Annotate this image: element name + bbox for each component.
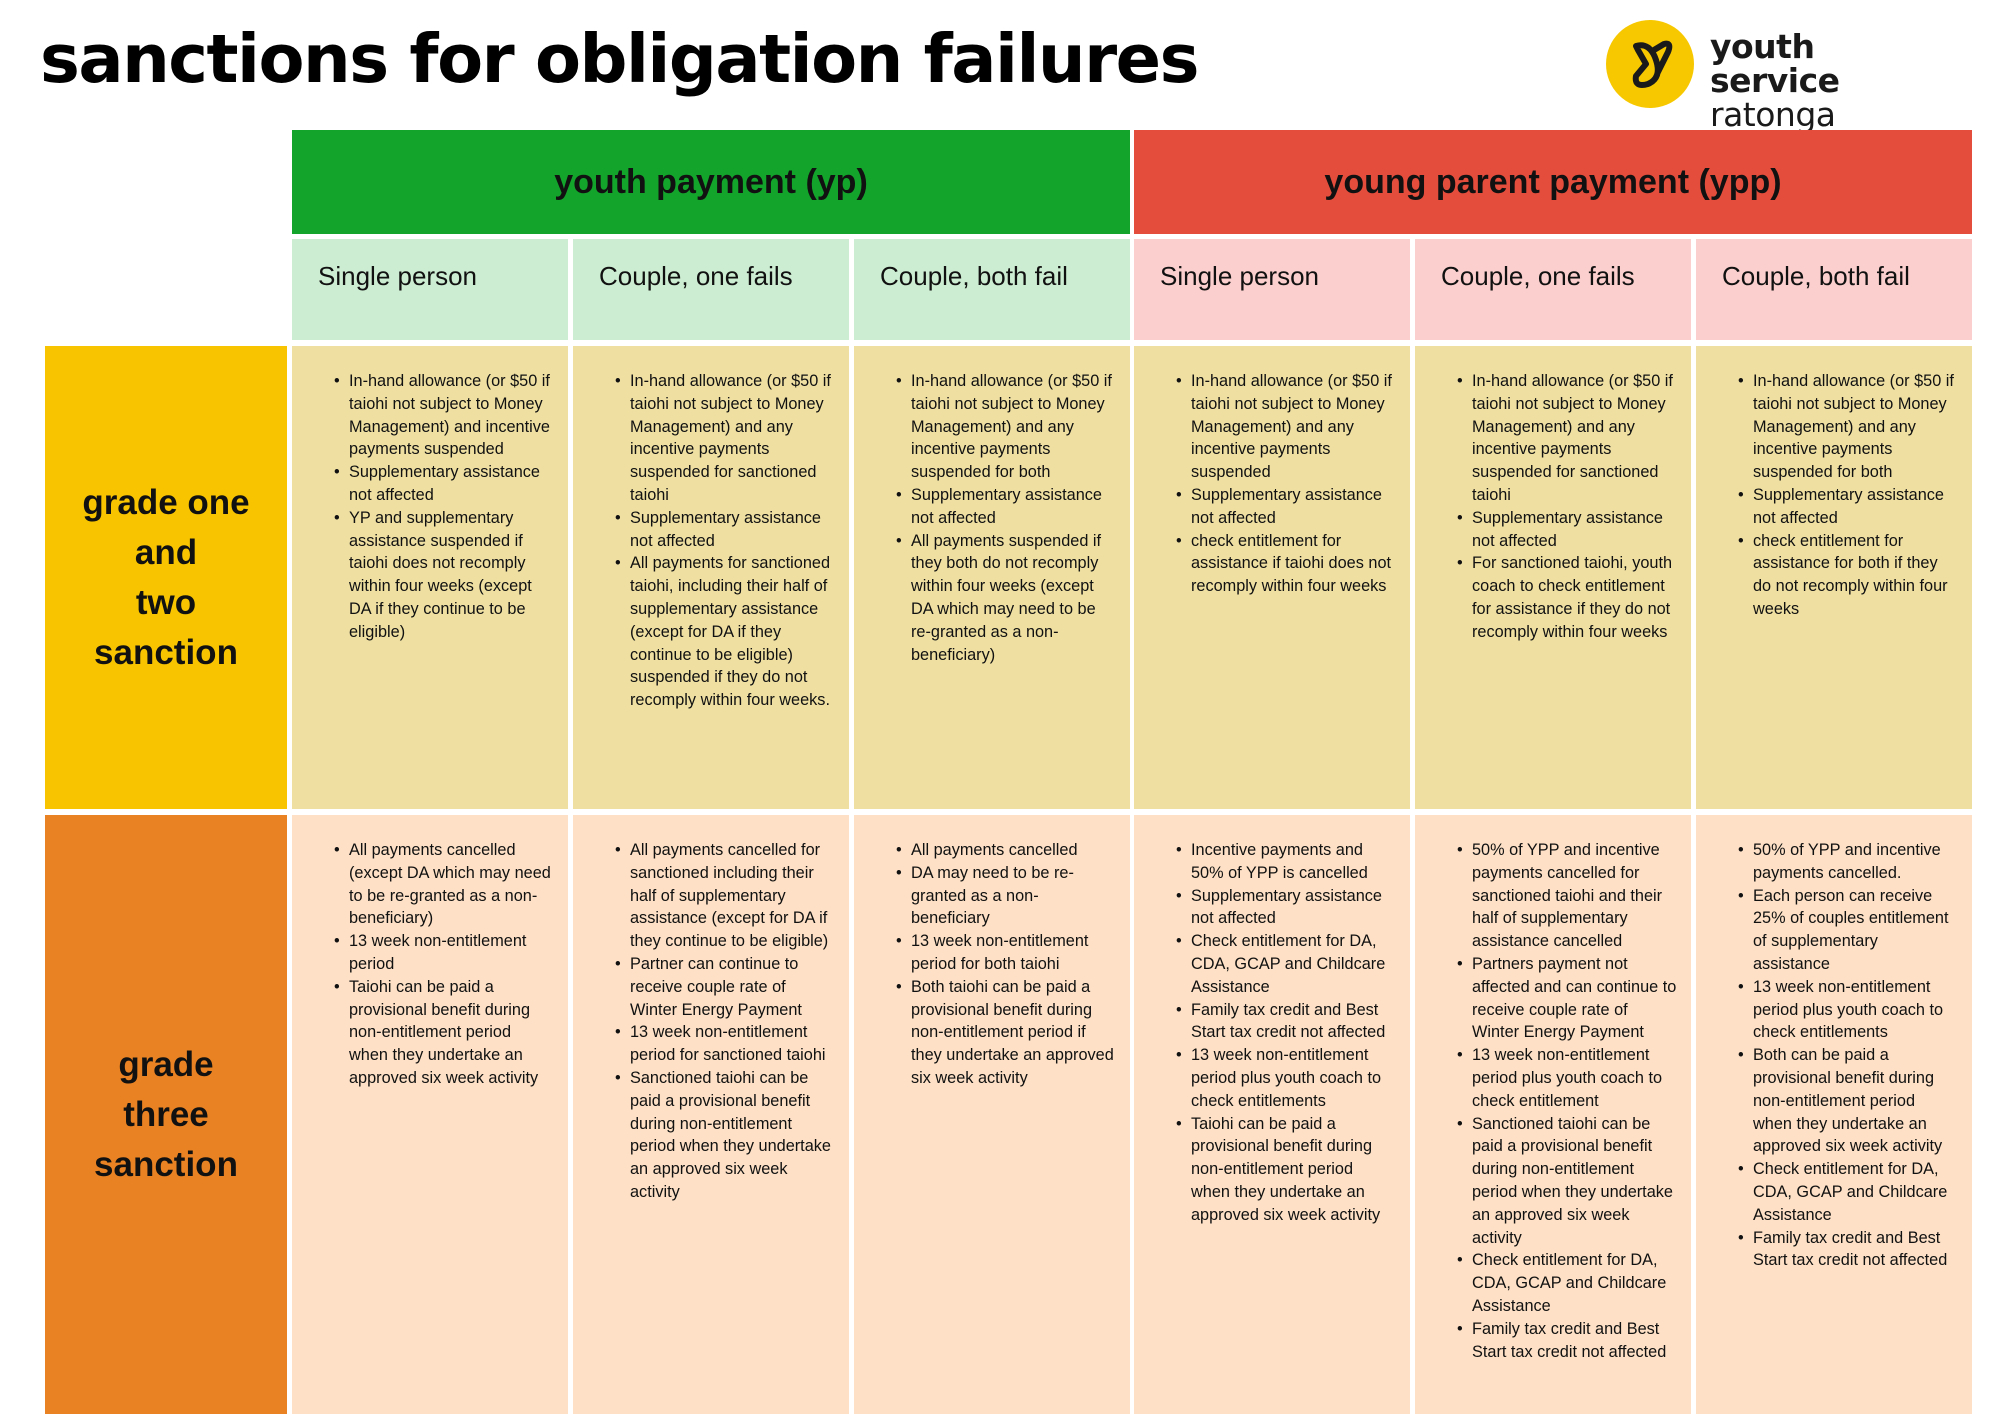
cell-grade12-yp-couple-both: In-hand allowance (or $50 if taiohi not … (854, 346, 1130, 809)
bullet-item: Check entitlement for DA, CDA, GCAP and … (1176, 930, 1396, 998)
logo-line-1: youth service (1710, 27, 1840, 100)
grade-label-line: and (134, 532, 198, 572)
bullet-item: Check entitlement for DA, CDA, GCAP and … (1457, 1249, 1677, 1317)
bullet-item: 13 week non-entitlement period plus yout… (1738, 976, 1958, 1044)
bullet-list: In-hand allowance (or $50 if taiohi not … (1435, 370, 1677, 644)
bullet-item: Supplementary assistance not affected (615, 507, 835, 553)
cell-grade3-ypp-couple-both: 50% of YPP and incentive payments cancel… (1696, 815, 1972, 1414)
band-young-parent-payment-label: young parent payment (ypp) (1324, 162, 1782, 201)
bullet-item: Supplementary assistance not affected (334, 461, 554, 507)
grade-label-line: two (135, 582, 197, 622)
bullet-item: YP and supplementary assistance suspende… (334, 507, 554, 644)
bullet-list: Incentive payments and 50% of YPP is can… (1154, 839, 1396, 1227)
cell-grade3-ypp-single: Incentive payments and 50% of YPP is can… (1134, 815, 1410, 1414)
bullet-list: All payments cancelled DA may need to be… (874, 839, 1116, 1090)
bullet-item: For sanctioned taiohi, youth coach to ch… (1457, 552, 1677, 643)
grade-one-and-two-label: grade one and two sanction (45, 346, 287, 809)
bullet-item: Incentive payments and 50% of YPP is can… (1176, 839, 1396, 885)
grade-label-line: sanction (94, 1144, 238, 1184)
bullet-item: Supplementary assistance not affected (896, 484, 1116, 530)
bullet-item: 13 week non-entitlement period (334, 930, 554, 976)
bullet-list: 50% of YPP and incentive payments cancel… (1435, 839, 1677, 1363)
bullet-list: In-hand allowance (or $50 if taiohi not … (593, 370, 835, 712)
bullet-item: In-hand allowance (or $50 if taiohi not … (615, 370, 835, 507)
bullet-list: In-hand allowance (or $50 if taiohi not … (1716, 370, 1958, 621)
cell-grade12-ypp-couple-both: In-hand allowance (or $50 if taiohi not … (1696, 346, 1972, 809)
page-title: sanctions for obligation failures (40, 20, 1199, 98)
grade-label-line: grade (118, 1044, 214, 1084)
bullet-item: 13 week non-entitlement period for sanct… (615, 1021, 835, 1067)
bullet-item: Family tax credit and Best Start tax cre… (1457, 1318, 1677, 1364)
grade-label-line: grade one (82, 482, 250, 522)
bullet-item: DA may need to be re-granted as a non-be… (896, 862, 1116, 930)
bullet-item: All payments for sanctioned taiohi, incl… (615, 552, 835, 712)
grade-three-label: grade three sanction (45, 815, 287, 1414)
bullet-item: Check entitlement for DA, CDA, GCAP and … (1738, 1158, 1958, 1226)
cell-grade3-ypp-couple-one: 50% of YPP and incentive payments cancel… (1415, 815, 1691, 1414)
grade-label-line: sanction (94, 632, 238, 672)
cell-grade3-yp-couple-both: All payments cancelled DA may need to be… (854, 815, 1130, 1414)
bullet-item: check entitlement for assistance if taio… (1176, 530, 1396, 598)
cell-grade12-yp-couple-one: In-hand allowance (or $50 if taiohi not … (573, 346, 849, 809)
bullet-list: All payments cancelled for sanctioned in… (593, 839, 835, 1204)
cell-grade3-yp-single: All payments cancelled (except DA which … (292, 815, 568, 1414)
youth-service-logo: youth service ratonga taiohi (1606, 20, 1934, 166)
bullet-item: Taiohi can be paid a provisional benefit… (334, 976, 554, 1090)
bullet-item: Supplementary assistance not affected (1457, 507, 1677, 553)
bullet-item: All payments cancelled (except DA which … (334, 839, 554, 930)
bullet-item: Taiohi can be paid a provisional benefit… (1176, 1113, 1396, 1227)
cell-grade12-yp-single: In-hand allowance (or $50 if taiohi not … (292, 346, 568, 809)
cell-grade3-yp-couple-one: All payments cancelled for sanctioned in… (573, 815, 849, 1414)
bullet-item: Sanctioned taiohi can be paid a provisio… (1457, 1113, 1677, 1250)
bullet-item: Supplementary assistance not affected (1738, 484, 1958, 530)
bullet-list: In-hand allowance (or $50 if taiohi not … (874, 370, 1116, 666)
bullet-item: In-hand allowance (or $50 if taiohi not … (334, 370, 554, 461)
col-head-yp-couple-one: Couple, one fails (573, 239, 849, 340)
bullet-item: check entitlement for assistance for bot… (1738, 530, 1958, 621)
bullet-list: All payments cancelled (except DA which … (312, 839, 554, 1090)
col-head-yp-couple-both: Couple, both fail (854, 239, 1130, 340)
bullet-item: All payments cancelled for sanctioned in… (615, 839, 835, 953)
bullet-item: In-hand allowance (or $50 if taiohi not … (1738, 370, 1958, 484)
bullet-item: Partners payment not affected and can co… (1457, 953, 1677, 1044)
bullet-item: In-hand allowance (or $50 if taiohi not … (1176, 370, 1396, 484)
bullet-item: Partner can continue to receive couple r… (615, 953, 835, 1021)
bullet-item: 50% of YPP and incentive payments cancel… (1738, 839, 1958, 885)
bullet-item: 13 week non-entitlement period for both … (896, 930, 1116, 976)
col-head-ypp-single: Single person (1134, 239, 1410, 340)
bullet-item: In-hand allowance (or $50 if taiohi not … (896, 370, 1116, 484)
bullet-item: Each person can receive 25% of couples e… (1738, 885, 1958, 976)
band-youth-payment-label: youth payment (yp) (554, 162, 868, 201)
bullet-item: Sanctioned taiohi can be paid a provisio… (615, 1067, 835, 1204)
bullet-item: Family tax credit and Best Start tax cre… (1738, 1227, 1958, 1273)
bullet-list: 50% of YPP and incentive payments cancel… (1716, 839, 1958, 1272)
col-head-ypp-couple-both: Couple, both fail (1696, 239, 1972, 340)
bullet-item: Supplementary assistance not affected (1176, 484, 1396, 530)
band-youth-payment: youth payment (yp) (292, 130, 1130, 234)
youth-service-y-logo-icon (1606, 20, 1694, 108)
bullet-item: 50% of YPP and incentive payments cancel… (1457, 839, 1677, 953)
grade-label-line: three (123, 1094, 209, 1134)
cell-grade12-ypp-single: In-hand allowance (or $50 if taiohi not … (1134, 346, 1410, 809)
bullet-item: 13 week non-entitlement period plus yout… (1457, 1044, 1677, 1112)
bullet-item: Both can be paid a provisional benefit d… (1738, 1044, 1958, 1158)
band-young-parent-payment: young parent payment (ypp) (1134, 130, 1972, 234)
bullet-list: In-hand allowance (or $50 if taiohi not … (312, 370, 554, 644)
bullet-item: Family tax credit and Best Start tax cre… (1176, 999, 1396, 1045)
cell-grade12-ypp-couple-one: In-hand allowance (or $50 if taiohi not … (1415, 346, 1691, 809)
bullet-item: Both taiohi can be paid a provisional be… (896, 976, 1116, 1090)
bullet-item: In-hand allowance (or $50 if taiohi not … (1457, 370, 1677, 507)
bullet-item: Supplementary assistance not affected (1176, 885, 1396, 931)
col-head-ypp-couple-one: Couple, one fails (1415, 239, 1691, 340)
bullet-item: 13 week non-entitlement period plus yout… (1176, 1044, 1396, 1112)
bullet-list: In-hand allowance (or $50 if taiohi not … (1154, 370, 1396, 598)
bullet-item: All payments cancelled (896, 839, 1116, 862)
bullet-item: All payments suspended if they both do n… (896, 530, 1116, 667)
col-head-yp-single: Single person (292, 239, 568, 340)
